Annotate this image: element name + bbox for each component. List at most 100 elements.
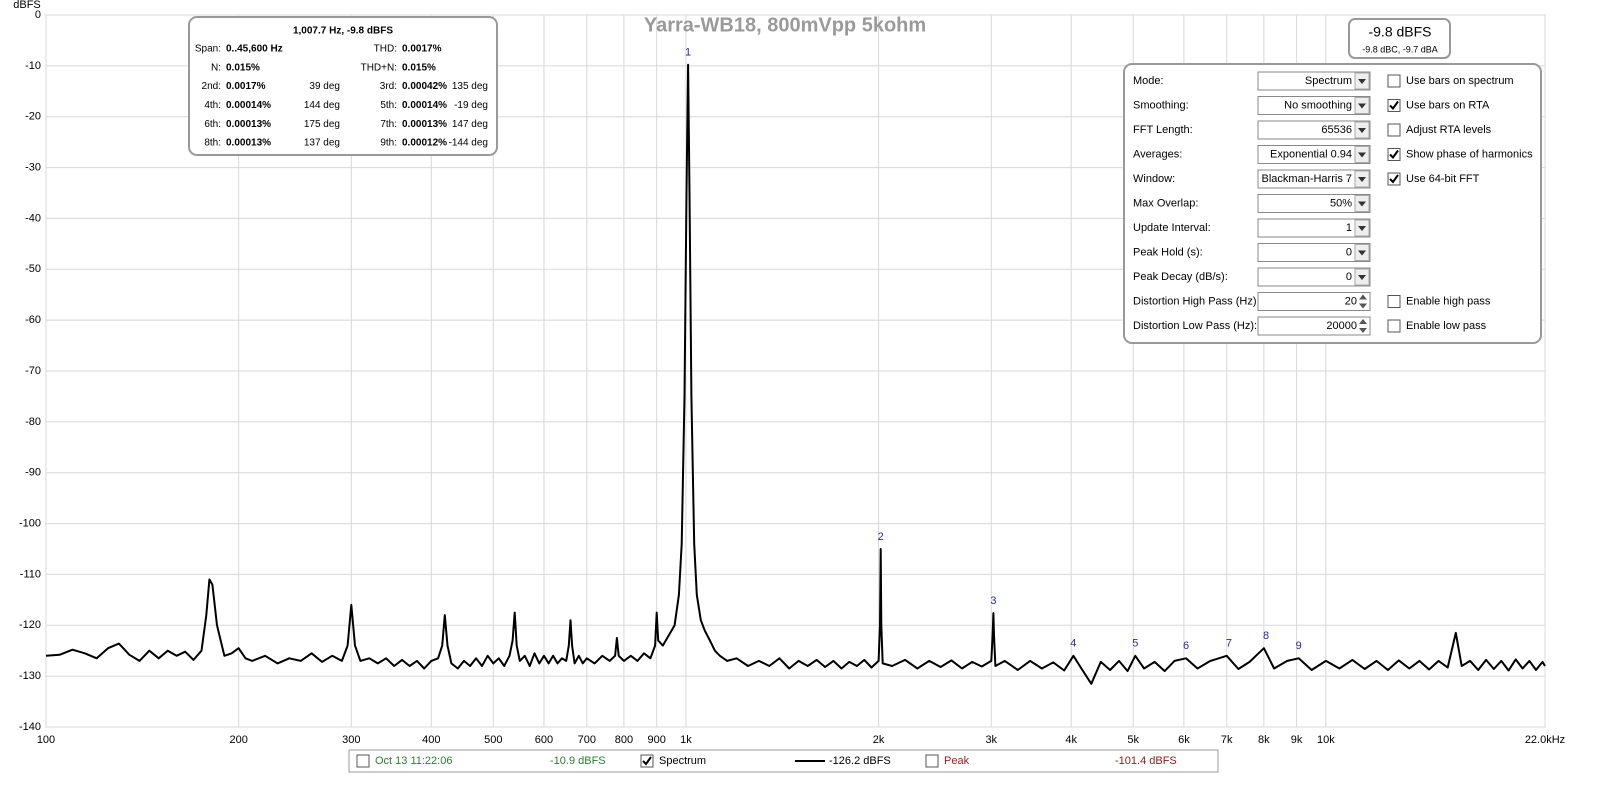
- option-label: Enable low pass: [1406, 320, 1487, 332]
- chart-title: Yarra-WB18, 800mVpp 5kohm: [644, 14, 926, 36]
- legend-checkbox: [356, 754, 370, 768]
- setting-control[interactable]: [1257, 194, 1371, 213]
- setting-control[interactable]: [1257, 169, 1371, 189]
- setting-control[interactable]: [1257, 218, 1371, 238]
- y-tick-label: -110: [20, 568, 41, 580]
- option-checkbox-check: [1389, 149, 1399, 160]
- setting-control[interactable]: [1257, 292, 1371, 311]
- level-box: [1348, 18, 1451, 59]
- info-phase: 137 deg: [304, 138, 340, 149]
- y-axis-label: dBFS: [13, 0, 41, 11]
- info-label: 6th:: [204, 119, 221, 130]
- y-tick-label: -120: [19, 619, 41, 631]
- setting-label: Mode:: [1133, 75, 1164, 87]
- y-tick-label: 0: [35, 9, 41, 21]
- option-label: Enable high pass: [1406, 295, 1491, 307]
- info-label: 9th:: [380, 138, 397, 149]
- harmonic-label: 5: [1132, 638, 1138, 650]
- info-value: 0.00013%: [226, 119, 271, 130]
- legend-peak: Peak: [944, 755, 970, 767]
- x-tick-label: 600: [535, 734, 553, 746]
- y-tick-label: -20: [25, 111, 41, 123]
- y-tick-label: -100: [19, 517, 41, 529]
- info-value: 0.00012%: [402, 138, 447, 149]
- setting-value: 1: [1346, 222, 1352, 234]
- spinner-arrows[interactable]: [1359, 319, 1367, 333]
- info-label: THD:: [374, 44, 397, 55]
- legend-peak-value: -101.4 dBFS: [1115, 755, 1177, 767]
- option-checkbox-check: [1389, 100, 1399, 111]
- x-tick-label: 7k: [1221, 734, 1233, 746]
- info-phase: -144 deg: [449, 138, 488, 149]
- info-label: 2nd:: [202, 81, 221, 92]
- info-label: 8th:: [204, 138, 221, 149]
- spinner-arrows[interactable]: [1359, 294, 1367, 309]
- setting-value: Blackman-Harris 7: [1262, 173, 1352, 185]
- setting-label: Max Overlap:: [1133, 197, 1198, 209]
- x-tick-label: 900: [647, 734, 665, 746]
- setting-control[interactable]: [1257, 120, 1371, 140]
- info-label: N:: [211, 62, 221, 73]
- legend-bar: [348, 749, 1219, 773]
- setting-label: Smoothing:: [1133, 99, 1189, 111]
- option-checkbox-check: [1389, 174, 1399, 184]
- legend-checkbox-check: [642, 756, 652, 766]
- option-label: Use bars on spectrum: [1406, 75, 1514, 87]
- setting-control[interactable]: [1257, 243, 1371, 262]
- setting-label: Update Interval:: [1133, 222, 1211, 234]
- y-tick-label: -90: [25, 467, 41, 479]
- x-tick-label: 800: [615, 734, 633, 746]
- setting-control[interactable]: [1257, 316, 1371, 336]
- level-sub: -9.8 dBC, -9.7 dBA: [1362, 44, 1438, 54]
- dropdown-arrow: [1358, 103, 1366, 109]
- option-checkbox: [1387, 74, 1401, 88]
- setting-control[interactable]: [1257, 145, 1371, 164]
- info-value: 0.00013%: [226, 138, 271, 149]
- info-phase: 175 deg: [304, 119, 340, 130]
- info-value: 0.00014%: [402, 100, 447, 111]
- level-main: -9.8 dBFS: [1368, 24, 1431, 40]
- x-tick-label: 6k: [1178, 734, 1190, 746]
- harmonic-label: 1: [685, 47, 691, 59]
- setting-value: No smoothing: [1284, 99, 1352, 111]
- dropdown-arrow: [1358, 250, 1366, 256]
- info-phase: 147 deg: [452, 119, 488, 130]
- option-checkbox: [1387, 123, 1401, 137]
- y-tick-label: -70: [25, 365, 41, 377]
- setting-control[interactable]: [1257, 96, 1371, 115]
- setting-label: Distortion High Pass (Hz):: [1133, 295, 1260, 307]
- harmonic-label: 2: [878, 531, 884, 543]
- y-tick-label: -80: [25, 416, 41, 428]
- y-tick-label: -30: [25, 161, 41, 173]
- info-label: THD+N:: [361, 62, 397, 73]
- setting-value: Exponential 0.94: [1270, 148, 1352, 160]
- setting-control[interactable]: [1257, 71, 1371, 91]
- setting-value: Spectrum: [1305, 75, 1352, 87]
- x-tick-label: 1k: [680, 734, 692, 746]
- option-label: Show phase of harmonics: [1406, 148, 1533, 160]
- setting-control[interactable]: [1257, 267, 1371, 287]
- info-phase: 135 deg: [452, 81, 488, 92]
- option-checkbox: [1387, 319, 1401, 333]
- y-tick-label: -130: [19, 670, 41, 682]
- y-tick-label: -50: [25, 263, 41, 275]
- x-tick-label: 500: [484, 734, 502, 746]
- setting-value: 65536: [1321, 124, 1352, 136]
- info-value: 0.0017%: [226, 81, 266, 92]
- x-tick-label: 3k: [985, 734, 997, 746]
- setting-label: FFT Length:: [1133, 124, 1193, 136]
- setting-label: Peak Hold (s):: [1133, 246, 1203, 258]
- y-tick-label: -10: [25, 60, 41, 72]
- legend-series-value: -126.2 dBFS: [829, 755, 891, 767]
- y-tick-label: -60: [25, 314, 41, 326]
- x-tick-label: 200: [229, 734, 247, 746]
- setting-label: Averages:: [1133, 148, 1182, 160]
- info-phase: -19 deg: [454, 100, 488, 111]
- x-tick-label: 4k: [1065, 734, 1077, 746]
- harmonic-label: 7: [1226, 638, 1232, 650]
- y-tick-label: -140: [19, 721, 41, 733]
- setting-label: Peak Decay (dB/s):: [1133, 271, 1228, 283]
- x-tick-label: 8k: [1258, 734, 1270, 746]
- info-value: 0.015%: [226, 62, 260, 73]
